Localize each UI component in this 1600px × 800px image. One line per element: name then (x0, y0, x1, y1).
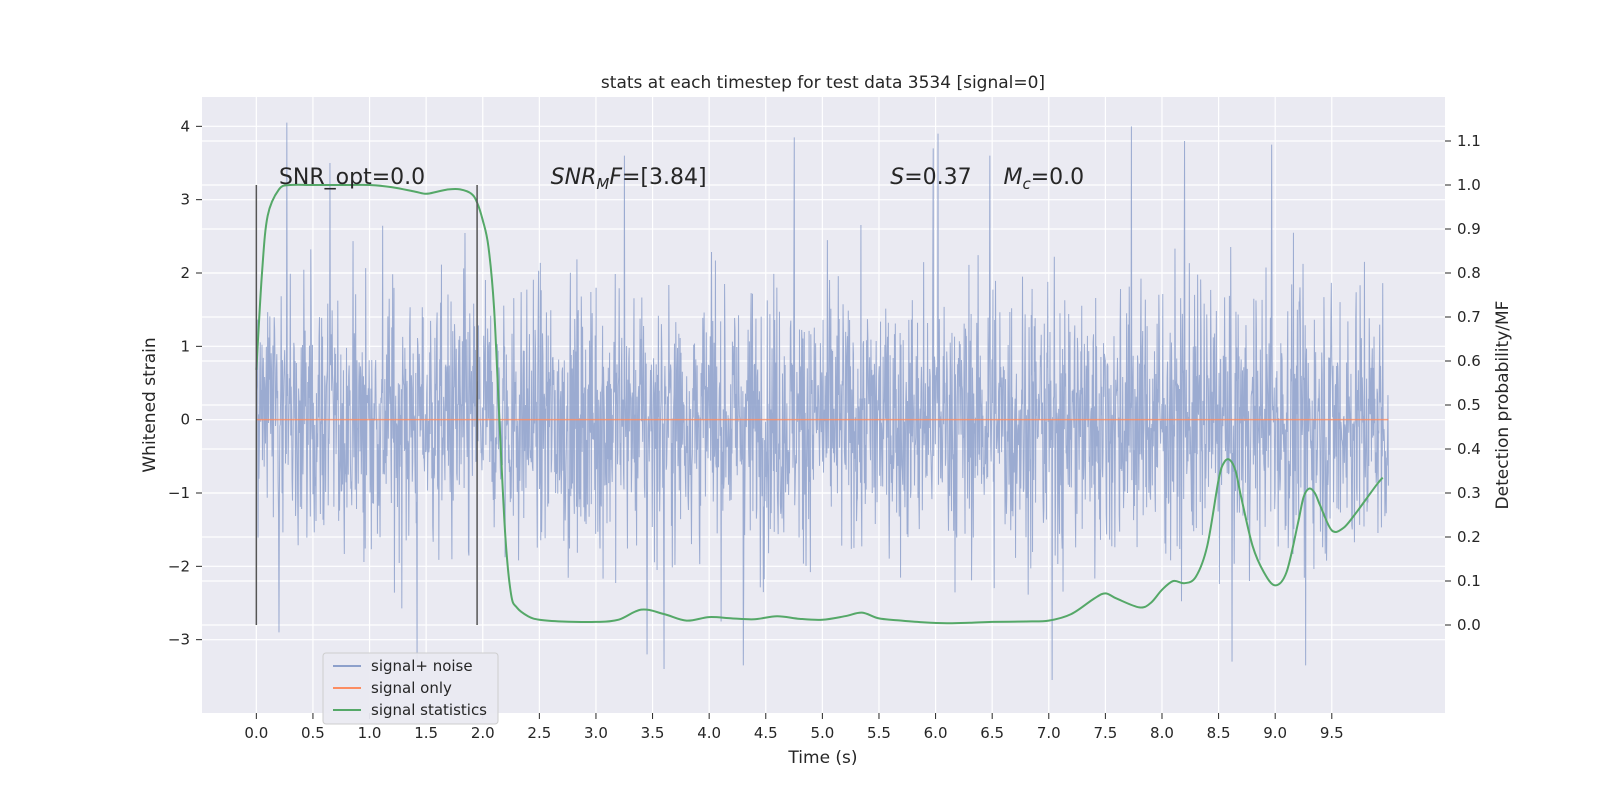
y2-tick-label-7: 0.7 (1457, 308, 1481, 326)
y2-tick-label-6: 0.6 (1457, 352, 1481, 370)
y2-tick-label-11: 1.1 (1457, 132, 1481, 150)
x-axis-ticks: 0.0 0.5 1.0 1.5 2.0 2.5 3.0 3.5 4.0 4.5 5.0 5.5 6.0 6… (244, 713, 1344, 742)
chart-title: stats at each timestep for test data 353… (601, 73, 1045, 93)
y-tick-label-3: 0 (180, 411, 190, 429)
signal-noise-line (255, 122, 1389, 681)
x-tick-label-4: 2.0 (471, 724, 495, 742)
legend-label-signal-only: signal only (371, 679, 452, 697)
x-tick-label-2: 1.0 (358, 724, 382, 742)
legend: signal+ noise signal only signal statist… (322, 652, 499, 725)
x-axis-label: Time (s) (787, 748, 857, 768)
x-tick-label-1: 0.5 (301, 724, 325, 742)
y-axis-ticks: −3 −2 −1 0 1 2 3 4 (168, 117, 202, 649)
x-tick-label-18: 9.0 (1263, 724, 1287, 742)
y-tick-label-0: −3 (168, 631, 190, 649)
y2-tick-label-9: 0.9 (1457, 220, 1481, 238)
y2-tick-label-5: 0.5 (1457, 396, 1481, 414)
x-tick-label-8: 4.0 (697, 724, 721, 742)
x-tick-label-16: 8.0 (1150, 724, 1174, 742)
x-tick-label-3: 1.5 (414, 724, 438, 742)
x-tick-label-13: 6.5 (980, 724, 1004, 742)
legend-label-signal-noise: signal+ noise (371, 657, 473, 675)
y2-tick-label-4: 0.4 (1457, 440, 1481, 458)
annotations: SNR_opt=0.0 SNRMF=[3.84] S=0.37 Mc=0.0 (279, 165, 1084, 193)
annotation-snr-opt: SNR_opt=0.0 (279, 165, 425, 190)
annotation-mc-value: Mc=0.0 (1003, 165, 1084, 193)
y-tick-label-5: 2 (180, 264, 190, 282)
y-axis-label: Whitened strain (140, 337, 160, 472)
x-tick-label-0: 0.0 (244, 724, 268, 742)
x-tick-label-15: 7.5 (1093, 724, 1117, 742)
y2-tick-label-2: 0.2 (1457, 528, 1481, 546)
y2-tick-label-8: 0.8 (1457, 264, 1481, 282)
x-tick-label-17: 8.5 (1207, 724, 1231, 742)
y-tick-label-6: 3 (180, 191, 190, 209)
signal-statistics-series (255, 183, 1384, 625)
y-tick-label-4: 1 (180, 337, 190, 355)
legend-label-signal-statistics: signal statistics (371, 701, 487, 719)
y-tick-label-7: 4 (180, 117, 190, 135)
x-tick-label-7: 3.5 (641, 724, 665, 742)
x-tick-label-9: 4.5 (754, 724, 778, 742)
x-tick-label-11: 5.5 (867, 724, 891, 742)
annotation-snr-mf: SNRMF=[3.84] (551, 165, 707, 193)
y-tick-label-2: −1 (168, 484, 190, 502)
y2-tick-label-1: 0.1 (1457, 572, 1481, 590)
x-tick-label-10: 5.0 (810, 724, 834, 742)
x-tick-label-14: 7.0 (1037, 724, 1061, 742)
signal-statistics-line (255, 183, 1384, 625)
signal-noise-series (255, 122, 1389, 681)
x-tick-label-19: 9.5 (1320, 724, 1344, 742)
vertical-markers (255, 185, 478, 625)
y-tick-label-1: −2 (168, 557, 190, 575)
x-tick-label-5: 2.5 (527, 724, 551, 742)
legend-box (322, 652, 499, 725)
y2-tick-label-3: 0.3 (1457, 484, 1481, 502)
y2-axis-ticks: 0.0 0.1 0.2 0.3 0.4 0.5 0.6 0.7 0.8 0.9 1.0 1.1 (1445, 132, 1481, 634)
x-tick-label-6: 3.0 (584, 724, 608, 742)
annotation-s-value: S=0.37 (890, 165, 971, 190)
y2-axis-label: Detection probability/MF (1493, 301, 1513, 510)
y2-tick-label-0: 0.0 (1457, 616, 1481, 634)
x-tick-label-12: 6.0 (924, 724, 948, 742)
y2-tick-label-10: 1.0 (1457, 176, 1481, 194)
